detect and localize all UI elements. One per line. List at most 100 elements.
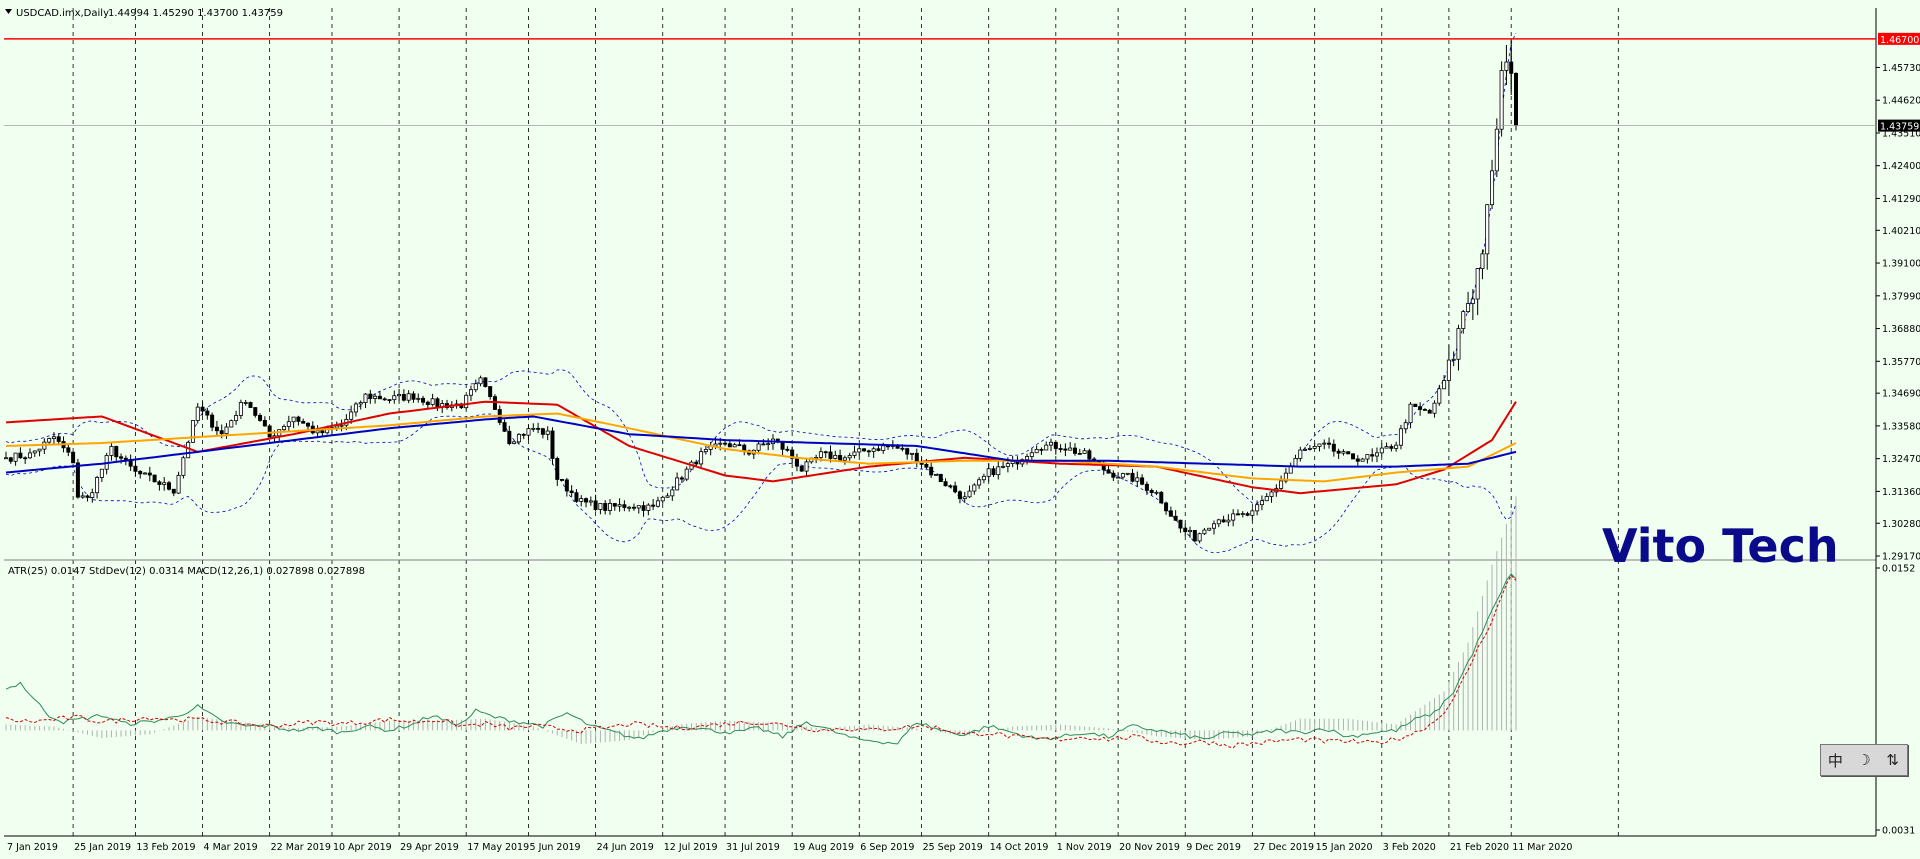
time-tick-label: 3 Feb 2020 xyxy=(1383,842,1436,853)
time-tick-label: 14 Oct 2019 xyxy=(990,842,1049,853)
candle-body xyxy=(296,416,301,422)
time-tick-label: 6 Sep 2019 xyxy=(860,842,914,853)
candle-body xyxy=(1307,448,1312,450)
candle-body xyxy=(488,386,493,398)
candle-body xyxy=(1485,204,1490,255)
candle-body xyxy=(1379,447,1384,454)
candle-body xyxy=(612,503,617,507)
candle-body xyxy=(933,473,938,476)
candle-body xyxy=(1049,441,1054,446)
candle-body xyxy=(953,485,958,493)
candle-body xyxy=(214,426,219,432)
candle-body xyxy=(1125,472,1130,475)
indicators-caption: ATR(25) 0.0147 StdDev(12) 0.0314 MACD(12… xyxy=(8,566,365,577)
candle-body xyxy=(229,420,234,428)
candle-body xyxy=(71,451,76,464)
candle-body xyxy=(723,442,728,445)
candle-body xyxy=(75,462,80,498)
candle-body xyxy=(473,383,478,391)
price-tick-label: 1.35770 xyxy=(1882,357,1920,368)
stddev-line xyxy=(5,574,1517,749)
ma-blue-line xyxy=(5,415,1517,474)
candle-body xyxy=(291,416,296,423)
candle-body xyxy=(1058,448,1063,450)
candle-body xyxy=(1226,519,1231,523)
price-tick-label: 1.29170 xyxy=(1882,552,1920,563)
candle-body xyxy=(80,495,85,498)
candle-body xyxy=(190,420,195,443)
candle-body xyxy=(670,489,675,497)
candle-body xyxy=(526,428,531,436)
candle-body xyxy=(243,402,248,404)
candle-body xyxy=(195,406,200,421)
candle-body xyxy=(258,414,263,421)
candle-body xyxy=(1322,442,1327,445)
time-tick-label: 21 Feb 2020 xyxy=(1450,842,1509,853)
candle-body xyxy=(27,452,32,459)
caption-dropdown-icon[interactable] xyxy=(5,9,12,14)
candle-body xyxy=(253,407,258,416)
candle-body xyxy=(828,451,833,459)
candle-body xyxy=(147,472,152,476)
candle-body xyxy=(1159,491,1164,504)
candle-body xyxy=(617,504,622,507)
arrows-icon[interactable]: ⇅ xyxy=(1886,751,1899,769)
candle-body xyxy=(699,451,704,465)
candle-body xyxy=(838,454,843,461)
candle-body xyxy=(1413,403,1418,408)
candle-body xyxy=(1504,61,1509,71)
candle-body xyxy=(507,430,512,444)
candle-body xyxy=(47,438,52,443)
candle-body xyxy=(1341,451,1346,454)
candle-body xyxy=(1480,253,1485,269)
time-tick-label: 12 Jul 2019 xyxy=(664,842,718,853)
candle-body xyxy=(238,402,243,416)
candle-body xyxy=(56,436,61,442)
candle-body xyxy=(603,503,608,511)
candle-body xyxy=(85,495,90,498)
candle-body xyxy=(986,468,991,477)
widget-glyph-icon[interactable]: 中 xyxy=(1827,751,1843,770)
candle-body xyxy=(1336,450,1341,454)
candle-body xyxy=(1111,472,1116,478)
time-tick-label: 25 Jan 2019 xyxy=(74,842,131,853)
candle-body xyxy=(377,395,382,400)
candle-body xyxy=(593,500,598,510)
candle-body xyxy=(1437,388,1442,404)
candle-body xyxy=(1470,298,1475,304)
candle-body xyxy=(823,451,828,454)
candle-body xyxy=(66,447,71,453)
time-tick-label: 1 Nov 2019 xyxy=(1057,842,1112,853)
candle-body xyxy=(262,420,267,427)
navigation-widget[interactable]: 中 ☽ ⇅ xyxy=(1820,744,1908,776)
candle-body xyxy=(478,377,483,385)
candle-body xyxy=(382,398,387,401)
candle-body xyxy=(560,479,565,481)
candle-body xyxy=(1432,402,1437,414)
candle-body xyxy=(1025,456,1030,460)
candle-body xyxy=(181,457,186,476)
candle-body xyxy=(780,441,785,450)
bollinger-bands xyxy=(5,32,1517,554)
candle-body xyxy=(186,441,191,459)
candle-body xyxy=(972,484,977,492)
indicator-tick-label: 0.0031 xyxy=(1882,826,1915,837)
candle-body xyxy=(1063,448,1068,451)
candle-body xyxy=(1034,448,1039,454)
time-tick-label: 31 Jul 2019 xyxy=(726,842,780,853)
candle-body xyxy=(464,394,469,409)
time-tick-label: 15 Jan 2020 xyxy=(1316,842,1373,853)
candle-body xyxy=(651,504,656,507)
candle-body xyxy=(1370,454,1375,457)
candle-body xyxy=(847,455,852,459)
candle-body xyxy=(742,444,747,452)
candle-body xyxy=(1144,483,1149,491)
candle-body xyxy=(1461,311,1466,329)
candle-body xyxy=(200,406,205,412)
ohlc-caption: 1.44994 1.45290 1.43700 1.43759 xyxy=(108,8,283,19)
candle-body xyxy=(627,506,632,509)
candle-body xyxy=(401,394,406,401)
moon-icon[interactable]: ☽ xyxy=(1857,751,1871,769)
